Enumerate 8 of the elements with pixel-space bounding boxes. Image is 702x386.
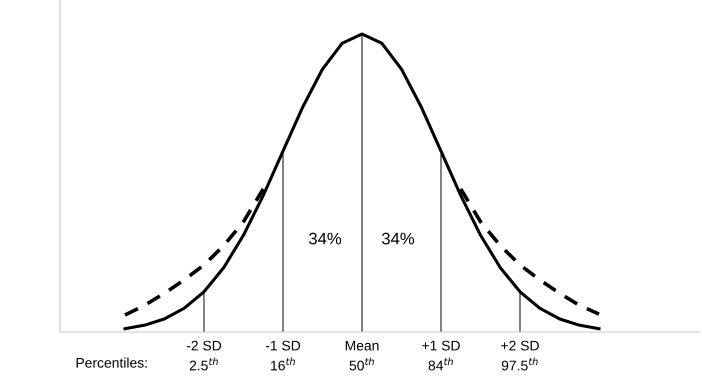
x-tick-label: Mean 50$^{th}$ <box>346 340 378 370</box>
text: Percentiles: <box>76 358 147 368</box>
x-tick-label: +1 SD 84$^{th}$ <box>422 340 460 370</box>
annotation: 34% <box>308 232 342 244</box>
x-tick-label: -1 SD 16$^{th}$ <box>266 340 300 370</box>
x-tick-label: -2 SD 2.5$^{th}$ <box>186 340 222 370</box>
annotation: 34% <box>382 232 414 244</box>
x-tick-label: +2 SD 97.5$^{th}$ <box>501 340 539 370</box>
